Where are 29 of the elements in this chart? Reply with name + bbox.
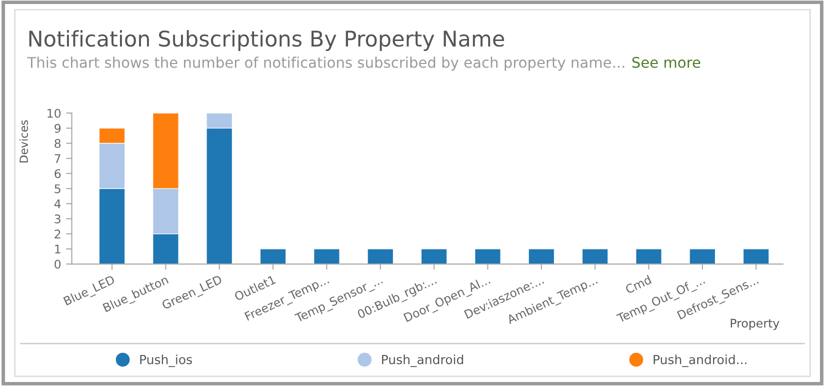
bar — [313, 248, 340, 264]
bar — [528, 248, 555, 264]
chart-title: Notification Subscriptions By Property Name — [29, 30, 504, 51]
y-tick-label: 2 — [54, 230, 60, 238]
y-axis-title: Devices — [19, 120, 28, 162]
bar — [420, 248, 448, 264]
bar — [260, 248, 286, 264]
bar — [582, 248, 608, 264]
chart-subtitle: This chart shows the number of notifications subscribed by each property name... — [27, 56, 624, 71]
y-tick-label: 3 — [54, 214, 60, 224]
y-tick-label: 6 — [54, 169, 61, 178]
x-axis-title: Property — [730, 318, 780, 330]
y-tick-label: 7 — [54, 154, 60, 163]
bar — [367, 248, 394, 264]
y-tick-label: 10 — [48, 108, 61, 118]
y-tick-label: 4 — [54, 200, 61, 208]
legend-label: Push_android... — [654, 354, 746, 368]
y-tick-label: 1 — [55, 244, 60, 254]
text: See more — [632, 56, 700, 68]
y-tick-label: 0 — [54, 260, 61, 269]
y-tick-label: 5 — [54, 184, 60, 194]
legend-label: Push_android — [382, 354, 464, 368]
bar — [474, 248, 501, 264]
bar — [689, 248, 716, 264]
legend-label: Push_ios — [140, 354, 192, 368]
bar — [636, 248, 662, 264]
y-tick-label: 8 — [54, 139, 61, 148]
y-tick-label: 9 — [54, 124, 61, 133]
bar — [742, 248, 770, 264]
